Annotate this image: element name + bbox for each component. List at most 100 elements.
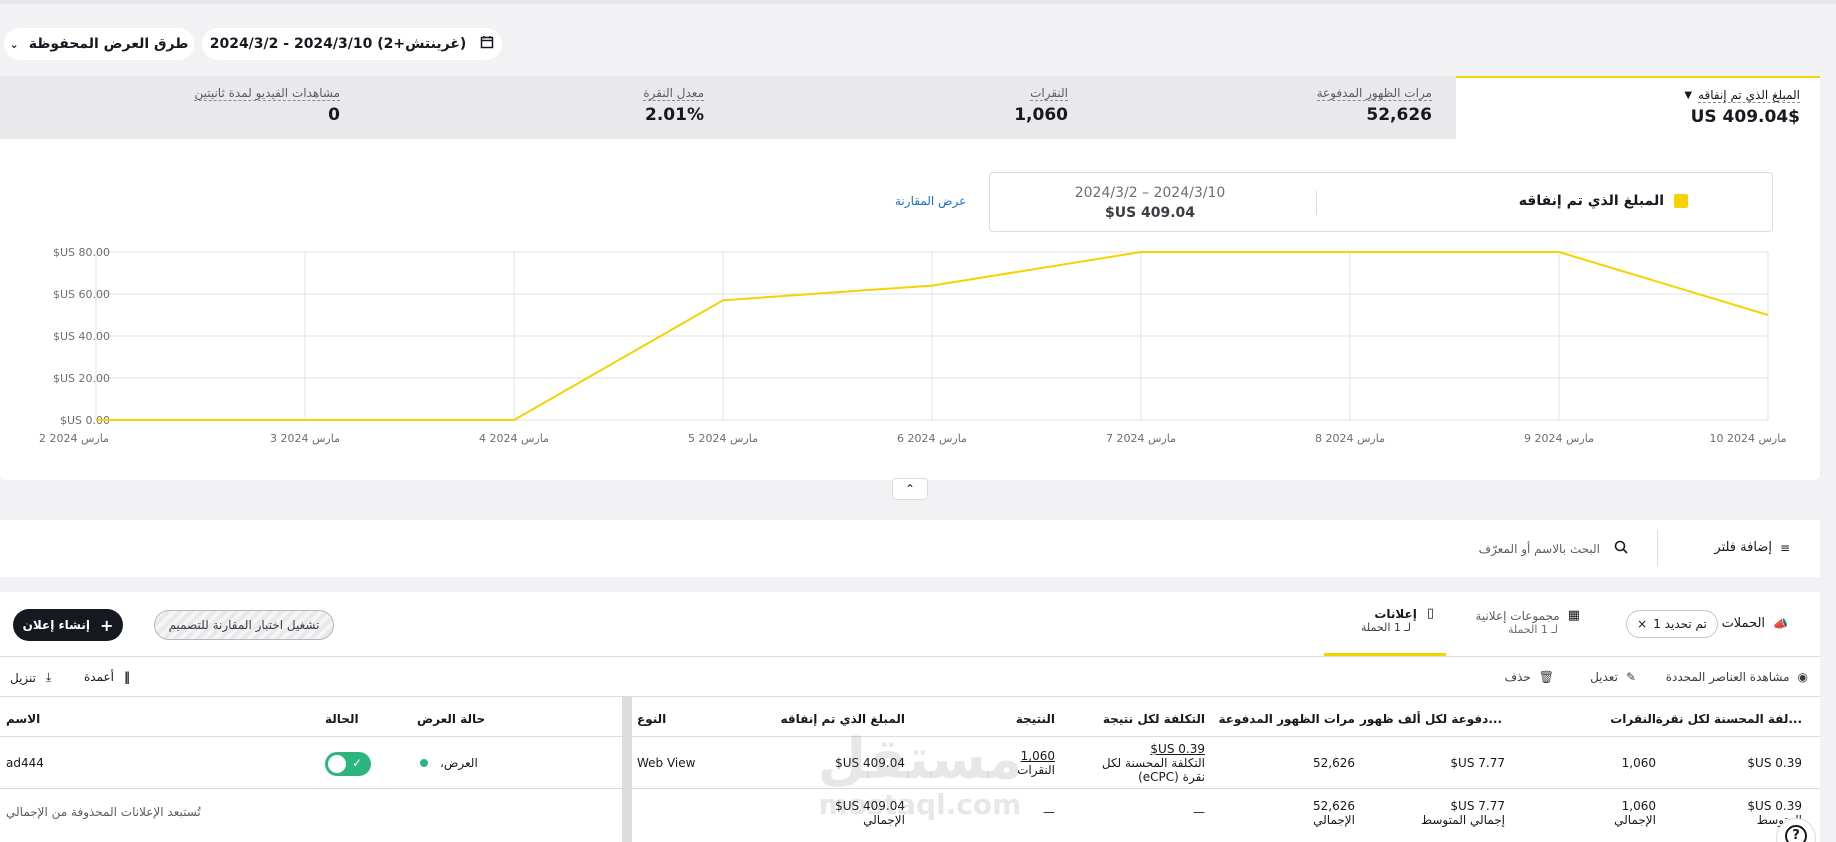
totals-spend: 409.04 US$ الإجمالي (760, 799, 905, 827)
metric-spend[interactable]: المبلغ الذي تم إنفاقه ▼ $US 409.04 (1456, 76, 1820, 139)
header-delivery[interactable]: حالة العرض (417, 712, 486, 726)
row-cpm: 7.77 US$ (1450, 756, 1505, 770)
status-dot (420, 759, 428, 767)
x-tick-label: 2 مارس 2024 (39, 432, 109, 445)
metric-ctr-label: معدل النقرة (643, 86, 704, 101)
totals-cpm: 7.77 US$ إجمالي المتوسط (1370, 799, 1505, 827)
tab-adgroups-sub: لـ 1 الحملة (1508, 623, 1558, 636)
totals-ecpc-value: 0.39 US$ (1747, 799, 1802, 813)
y-tick-label: $US 40.00 (53, 330, 110, 343)
metric-impressions[interactable]: مرات الظهور المدفوعة 52,626 (1080, 76, 1432, 139)
columns-label: أعمدة (84, 670, 115, 684)
status-toggle[interactable]: ✓ (325, 752, 371, 776)
metric-clicks[interactable]: النقرات 1,060 (760, 76, 1068, 139)
row-cost-per-result-value[interactable]: 0.39 US$ (1150, 742, 1205, 756)
y-tick-label: $US 0.00 (60, 414, 110, 427)
header-impressions[interactable]: مرات الظهور المدفوعة (1218, 712, 1355, 726)
legend-divider (1316, 191, 1317, 215)
row-impressions: 52,626 (1313, 756, 1355, 770)
row-type: Web View (637, 756, 696, 770)
collapse-chart-button[interactable]: ⌃ (892, 478, 928, 500)
grid-icon: ▦ (1567, 608, 1580, 623)
totals-clicks: 1,060 الإجمالي (1520, 799, 1656, 827)
view-selected-label: مشاهدة العناصر المحددة (1665, 670, 1790, 684)
add-filter-label: إضافة فلتر (1714, 540, 1772, 555)
row-cost-per-result-sub: التكلفة المحسنة لكل نقرة (eCPC) (1101, 756, 1205, 784)
x-tick-label: 9 مارس 2024 (1524, 432, 1594, 445)
chevron-up-icon: ⌃ (904, 482, 916, 496)
legend-metric: المبلغ الذي تم إنفاقه (1519, 193, 1688, 209)
tab-adgroups[interactable]: ▦ مجموعات إعلانية لـ 1 الحملة (1460, 608, 1580, 636)
date-range-label: 2024/3/2 - 2024/3/10 (غرينتش+2) (209, 36, 467, 52)
toolbar-divider (0, 696, 1820, 697)
row-divider (0, 788, 1820, 789)
line-chart: $US 0.00 $US 20.00 $US 40.00 $US 60.00 $US 8… (39, 246, 1787, 445)
frozen-column-separator (622, 697, 632, 842)
date-range-picker[interactable]: 2024/3/2 - 2024/3/10 (غرينتش+2) (202, 28, 502, 60)
help-icon: ? (1785, 825, 1807, 842)
metrics-strip: المبلغ الذي تم إنفاقه ▼ $US 409.04 مرات … (0, 76, 1820, 139)
legend-swatch (1674, 194, 1688, 208)
metric-video-views-label: مشاهدات الفيديو لمدة ثانيتين (194, 86, 340, 101)
header-cost-per-result[interactable]: التكلفة لكل نتيجة (1102, 712, 1205, 726)
download-label: تنزيل (10, 670, 37, 685)
metric-video-views-value: 0 (328, 105, 340, 125)
tab-ads[interactable]: ▯ إعلانات لـ 1 الحملة (1324, 606, 1446, 656)
header-status[interactable]: الحالة (325, 712, 359, 726)
selected-chip[interactable]: تم تحديد 1 × (1626, 610, 1718, 638)
saved-views-dropdown[interactable]: ⌄ طرق العرض المحفوظة (4, 28, 194, 60)
metric-video-views[interactable]: مشاهدات الفيديو لمدة ثانيتين 0 (40, 76, 340, 139)
split-test-label: تشغيل اختبار المقارنة للتصميم (168, 618, 320, 632)
row-result: 1,060 النقرات (960, 749, 1055, 777)
chart-legend: المبلغ الذي تم إنفاقه 2024/3/2 – 2024/3/… (989, 172, 1773, 232)
header-spend[interactable]: المبلغ الذي تم إنفاقه (780, 712, 905, 726)
totals-impressions-sub: الإجمالي (1313, 813, 1355, 827)
x-tick-label: 8 مارس 2024 (1315, 432, 1385, 445)
row-result-sub: النقرات (1017, 763, 1055, 777)
search-input[interactable]: البحث بالاسم أو المعرّف (1479, 540, 1628, 558)
metric-ctr[interactable]: معدل النقرة 2.01% (400, 76, 704, 139)
header-result[interactable]: النتيجة (1015, 712, 1055, 726)
trash-icon: 🗑 (1538, 670, 1554, 684)
add-filter-button[interactable]: ≡ إضافة فلتر (1714, 540, 1790, 555)
y-tick-label: $US 80.00 (53, 246, 110, 259)
header-cpm[interactable]: ...دفوعة لكل ألف ظهور (1360, 712, 1502, 726)
row-name[interactable]: ad444 (6, 756, 44, 770)
create-ad-label: إنشاء إعلان (22, 618, 90, 632)
totals-cpm-sub: إجمالي المتوسط (1420, 813, 1505, 827)
split-test-button[interactable]: تشغيل اختبار المقارنة للتصميم (154, 610, 334, 640)
row-result-value[interactable]: 1,060 (1020, 749, 1055, 763)
columns-button[interactable]: ‖ أعمدة (84, 670, 130, 684)
totals-clicks-value: 1,060 (1621, 799, 1656, 813)
metric-ctr-value: 2.01% (645, 105, 704, 125)
tab-ads-label: إعلانات (1374, 606, 1417, 621)
toggle-knob (328, 755, 346, 773)
tab-ads-sub: لـ 1 الحملة (1361, 621, 1411, 634)
delete-label: حذف (1504, 670, 1531, 684)
download-button[interactable]: ⤓ تنزيل (10, 670, 51, 685)
edit-button[interactable]: ✎ تعديل (1590, 670, 1636, 684)
delete-button[interactable]: 🗑 حذف (1505, 670, 1554, 684)
view-selected-button[interactable]: ◉ مشاهدة العناصر المحددة (1666, 670, 1808, 684)
top-strip (0, 0, 1836, 4)
eye-icon: ◉ (1797, 670, 1808, 684)
y-tick-label: $US 20.00 (53, 372, 110, 385)
header-name[interactable]: الاسم (6, 712, 41, 726)
header-ecpc[interactable]: ...لفة المحسنة لكل نقرة (1655, 712, 1802, 726)
tab-campaigns[interactable]: 📣 الحملات (1722, 616, 1788, 631)
tab-campaigns-label: الحملات (1721, 616, 1766, 631)
metric-spend-label: المبلغ الذي تم إنفاقه (1698, 88, 1800, 103)
totals-cost-per-result: — (1193, 805, 1205, 819)
filter-bar: ≡ إضافة فلتر البحث بالاسم أو المعرّف (0, 520, 1820, 577)
close-icon[interactable]: × (1637, 617, 1648, 631)
search-placeholder: البحث بالاسم أو المعرّف (1478, 542, 1600, 556)
create-ad-button[interactable]: + إنشاء إعلان (13, 609, 123, 641)
metric-clicks-label: النقرات (1030, 86, 1068, 101)
compare-link[interactable]: عرض المقارنة (895, 194, 967, 208)
download-icon: ⤓ (46, 670, 52, 684)
x-tick-label: 4 مارس 2024 (479, 432, 549, 445)
header-type[interactable]: النوع (637, 712, 667, 726)
delivery-status: العرض، (420, 756, 478, 770)
metric-impressions-value: 52,626 (1366, 105, 1432, 125)
header-clicks[interactable]: النقرات (1610, 712, 1656, 726)
